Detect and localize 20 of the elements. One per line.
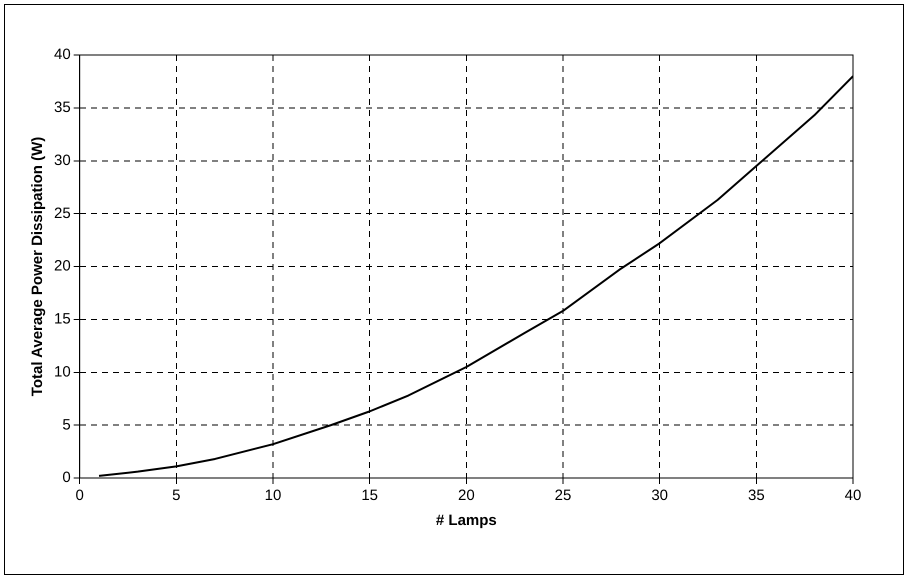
x-tick-label: 35 (748, 487, 765, 504)
y-tick-label: 35 (54, 99, 71, 116)
x-tick-label: 5 (172, 487, 181, 504)
x-axis-title: # Lamps (436, 512, 497, 530)
y-tick-label: 10 (54, 363, 71, 380)
y-tick-label: 40 (54, 46, 71, 64)
y-axis-title: Total Average Power Dissipation (W) (29, 136, 46, 396)
y-tick-label: 30 (54, 152, 71, 169)
x-tick-label: 20 (458, 487, 475, 504)
y-tick-label: 15 (54, 310, 71, 328)
x-tick-label: 0 (76, 487, 84, 504)
x-tick-label: 25 (554, 487, 572, 504)
x-tick-label: 15 (361, 487, 378, 504)
y-tick-label: 0 (62, 469, 71, 486)
x-tick-label: 30 (651, 487, 668, 504)
x-tick-label: 10 (264, 487, 282, 504)
y-tick-label: 20 (54, 258, 71, 275)
x-tick-label: 40 (844, 487, 862, 504)
y-tick-label: 25 (54, 204, 71, 222)
y-tick-label: 5 (62, 416, 71, 434)
